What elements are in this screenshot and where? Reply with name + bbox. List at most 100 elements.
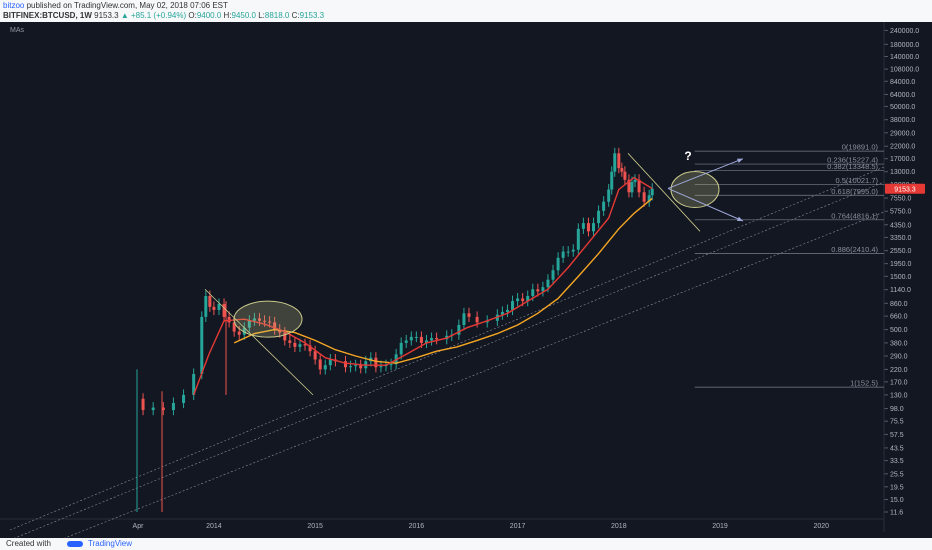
indicator-label[interactable]: MAs — [10, 27, 24, 34]
candle-body — [283, 332, 287, 341]
y-tick-label: 380.0 — [890, 340, 908, 347]
trend-line — [204, 288, 314, 396]
y-tick-label: 25.5 — [890, 471, 904, 478]
candle-body — [227, 316, 231, 323]
candle-body — [531, 289, 535, 297]
x-tick-label: 2014 — [206, 523, 222, 530]
high-label: H: — [223, 11, 232, 20]
candle-body — [597, 210, 601, 224]
x-tick-label: 2020 — [813, 523, 829, 530]
candle-body — [556, 257, 560, 271]
y-tick-label: 660.0 — [890, 314, 908, 321]
candle-body — [627, 179, 631, 193]
candle-body — [511, 301, 515, 310]
candle-body — [541, 287, 545, 292]
x-tick-label: 2016 — [409, 523, 425, 530]
candle-body — [399, 342, 403, 355]
projection-arrow — [667, 188, 744, 222]
fib-level-label: 0.5(10021.7) — [835, 176, 878, 185]
arrow-head-icon — [737, 216, 743, 222]
x-tick-label: 2019 — [712, 523, 728, 530]
x-tick-label: 2015 — [307, 523, 323, 530]
candle-body — [462, 313, 466, 325]
y-tick-label: 310000.0 — [890, 22, 919, 23]
y-tick-label: 860.0 — [890, 301, 908, 308]
candle-body — [171, 402, 175, 411]
y-tick-label: 170.0 — [890, 379, 908, 386]
tradingview-logo-icon — [67, 541, 83, 547]
x-tick-label: 2018 — [611, 523, 627, 530]
fib-level-label: 0.886(2410.4) — [831, 245, 878, 254]
candle-body — [247, 320, 251, 328]
y-tick-label: 98.0 — [890, 406, 904, 413]
candle-body — [328, 359, 332, 366]
y-tick-label: 38000.0 — [890, 117, 915, 124]
candle-body — [252, 318, 256, 321]
candle-body — [344, 361, 348, 368]
y-tick-label: 140000.0 — [890, 54, 919, 61]
high-value: 9450.0 — [231, 11, 256, 20]
footer: Created with TradingView — [0, 538, 932, 550]
ma-slow-line — [233, 197, 653, 364]
candle-body — [303, 344, 307, 346]
y-tick-label: 75.5 — [890, 419, 904, 426]
y-tick-label: 57.5 — [890, 432, 904, 439]
candle-body — [308, 345, 312, 352]
y-tick-label: 11.6 — [890, 510, 903, 517]
low-label: L: — [258, 11, 265, 20]
candle-body — [435, 338, 439, 340]
candle-body — [642, 192, 646, 202]
candle-body — [208, 296, 212, 307]
candle-body — [242, 327, 246, 335]
y-tick-label: 22000.0 — [890, 144, 915, 151]
candle-body — [521, 298, 525, 302]
created-with-text: Created with — [6, 539, 51, 548]
ma-fast-line — [193, 176, 653, 396]
candle-body — [561, 251, 565, 258]
projection-arrow — [667, 158, 744, 189]
candle-body — [602, 201, 606, 211]
tradingview-brand[interactable]: TradingView — [88, 539, 133, 548]
candle-body — [650, 188, 654, 196]
candle-body — [222, 303, 226, 317]
y-tick-label: 1140.0 — [890, 287, 911, 294]
y-tick-label: 240000.0 — [890, 28, 919, 35]
fib-level-label: 1(152.5) — [850, 379, 878, 388]
candle-body — [323, 365, 327, 370]
candle-body — [581, 223, 585, 229]
candle-body — [192, 374, 196, 395]
candle-body — [505, 309, 509, 312]
symbol-name: BITFINEX:BTCUSD, 1W — [3, 11, 92, 20]
candle-body — [354, 365, 358, 367]
close-label: C: — [291, 11, 300, 20]
x-tick-label: 2017 — [510, 523, 526, 530]
y-tick-label: 1950.0 — [890, 261, 912, 268]
candle-body — [278, 329, 282, 333]
candle-body — [359, 365, 363, 369]
y-tick-label: 180000.0 — [890, 42, 919, 49]
open-label: O: — [188, 11, 197, 20]
author-link[interactable]: bitzoo — [3, 1, 25, 10]
candle-body — [516, 298, 520, 302]
trend-channel-line — [14, 181, 885, 538]
fib-level-label: 0(19891.0) — [842, 143, 879, 152]
y-tick-label: 15.0 — [890, 497, 904, 504]
candle-body — [430, 338, 434, 341]
candle-body — [217, 303, 221, 310]
candle-body — [500, 311, 504, 315]
highlight-ellipse — [233, 300, 303, 338]
candle-body — [592, 223, 596, 232]
y-tick-label: 4350.0 — [890, 222, 912, 229]
y-tick-label: 5750.0 — [890, 209, 912, 216]
price-chart[interactable]: 310000.0 240000.0 180000.0 140000.0 108000.0… — [0, 22, 932, 538]
last-price: 9153.3 — [94, 11, 119, 20]
candle-body — [419, 336, 423, 343]
y-tick-label: 13000.0 — [890, 169, 915, 176]
candle-body — [298, 344, 302, 347]
candle-body — [414, 336, 418, 338]
price-tag-badge — [885, 183, 925, 194]
candle-body — [576, 228, 580, 250]
candle-body — [586, 223, 590, 232]
fib-level-label: 0.618(7995.0) — [831, 187, 878, 196]
candle-body — [161, 407, 165, 411]
